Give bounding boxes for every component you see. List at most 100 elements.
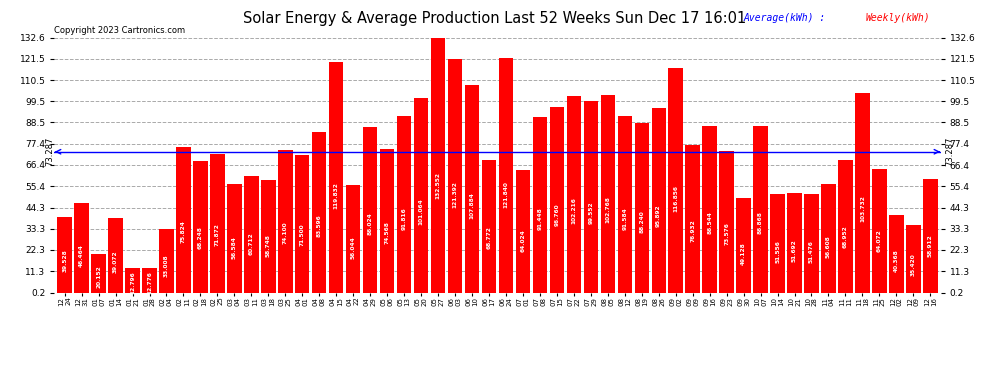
Bar <box>329 62 344 293</box>
Text: 86.024: 86.024 <box>367 212 372 235</box>
Bar <box>737 198 750 293</box>
Text: 58.748: 58.748 <box>266 234 271 257</box>
Bar <box>91 254 106 293</box>
Text: 12.796: 12.796 <box>130 271 135 294</box>
Bar <box>584 101 598 293</box>
Bar <box>278 150 292 293</box>
Text: 86.868: 86.868 <box>758 211 763 234</box>
Text: 68.772: 68.772 <box>486 226 491 249</box>
Text: 46.464: 46.464 <box>79 244 84 267</box>
Text: 88.240: 88.240 <box>640 210 644 233</box>
Text: 39.072: 39.072 <box>113 250 118 273</box>
Bar <box>839 160 852 293</box>
Bar <box>566 96 581 293</box>
Text: 68.248: 68.248 <box>198 226 203 249</box>
Bar <box>193 162 208 293</box>
Bar <box>770 194 785 293</box>
Text: 35.420: 35.420 <box>911 253 916 276</box>
Bar <box>227 184 242 293</box>
Bar <box>431 38 446 293</box>
Text: 12.776: 12.776 <box>147 271 152 294</box>
Text: 95.892: 95.892 <box>656 204 661 226</box>
Bar <box>855 93 869 293</box>
Text: 121.392: 121.392 <box>452 181 457 208</box>
Bar <box>74 203 89 293</box>
Bar <box>482 160 496 293</box>
Bar <box>822 184 836 293</box>
Bar <box>159 229 173 293</box>
Bar <box>210 154 225 293</box>
Text: 91.816: 91.816 <box>402 207 407 230</box>
Text: 91.584: 91.584 <box>623 207 628 230</box>
Text: 73.287: 73.287 <box>944 137 954 166</box>
Text: 51.692: 51.692 <box>792 240 797 262</box>
Text: 99.552: 99.552 <box>588 201 593 223</box>
Text: 20.152: 20.152 <box>96 265 101 288</box>
Text: 56.044: 56.044 <box>350 236 355 259</box>
Bar <box>414 98 429 293</box>
Text: 33.008: 33.008 <box>164 255 169 278</box>
Bar <box>651 108 666 293</box>
Bar <box>753 126 768 293</box>
Text: 74.100: 74.100 <box>283 222 288 244</box>
Text: 56.584: 56.584 <box>232 236 237 258</box>
Bar <box>804 194 819 293</box>
Text: 39.528: 39.528 <box>62 249 67 272</box>
Text: 107.884: 107.884 <box>469 192 474 219</box>
Text: 40.368: 40.368 <box>894 249 899 272</box>
Text: Weekly(kWh): Weekly(kWh) <box>866 13 931 23</box>
Bar <box>397 116 411 293</box>
Text: 58.912: 58.912 <box>928 234 933 256</box>
Text: 86.544: 86.544 <box>707 211 712 234</box>
Bar <box>261 180 275 293</box>
Bar <box>108 217 123 293</box>
Bar <box>464 85 479 293</box>
Text: 71.500: 71.500 <box>300 224 305 246</box>
Bar <box>889 215 904 293</box>
Text: 71.872: 71.872 <box>215 223 220 246</box>
Bar <box>312 132 327 293</box>
Bar <box>176 147 191 293</box>
Text: Average(kWh) :: Average(kWh) : <box>743 13 832 23</box>
Text: 83.596: 83.596 <box>317 214 322 237</box>
Bar <box>499 58 513 293</box>
Text: 73.576: 73.576 <box>724 222 729 245</box>
Text: 56.608: 56.608 <box>826 236 831 258</box>
Text: 76.932: 76.932 <box>690 219 695 242</box>
Text: 132.552: 132.552 <box>436 172 441 199</box>
Bar <box>516 170 531 293</box>
Bar <box>872 170 887 293</box>
Bar <box>346 185 360 293</box>
Bar <box>57 217 72 293</box>
Text: 51.556: 51.556 <box>775 240 780 262</box>
Text: 96.760: 96.760 <box>554 203 559 226</box>
Text: 68.952: 68.952 <box>842 226 848 249</box>
Text: 102.216: 102.216 <box>571 197 576 223</box>
Bar <box>703 126 717 293</box>
Bar <box>635 123 649 293</box>
Bar <box>720 151 734 293</box>
Text: 75.824: 75.824 <box>181 220 186 243</box>
Text: 119.832: 119.832 <box>334 183 339 209</box>
Bar <box>143 268 156 293</box>
Text: 121.840: 121.840 <box>504 181 509 208</box>
Bar <box>126 268 140 293</box>
Bar <box>295 155 310 293</box>
Bar <box>601 95 615 293</box>
Bar <box>906 225 921 293</box>
Text: 49.128: 49.128 <box>742 242 746 264</box>
Text: 103.732: 103.732 <box>860 195 865 222</box>
Bar <box>685 145 700 293</box>
Text: 102.768: 102.768 <box>605 196 610 223</box>
Bar <box>787 194 802 293</box>
Text: 101.064: 101.064 <box>419 198 424 225</box>
Bar <box>668 68 683 293</box>
Bar <box>549 106 564 293</box>
Bar <box>380 149 394 293</box>
Bar <box>447 59 462 293</box>
Text: 60.712: 60.712 <box>248 232 253 255</box>
Text: 64.072: 64.072 <box>877 230 882 252</box>
Bar <box>245 176 258 293</box>
Text: Copyright 2023 Cartronics.com: Copyright 2023 Cartronics.com <box>54 26 185 35</box>
Bar <box>533 117 547 293</box>
